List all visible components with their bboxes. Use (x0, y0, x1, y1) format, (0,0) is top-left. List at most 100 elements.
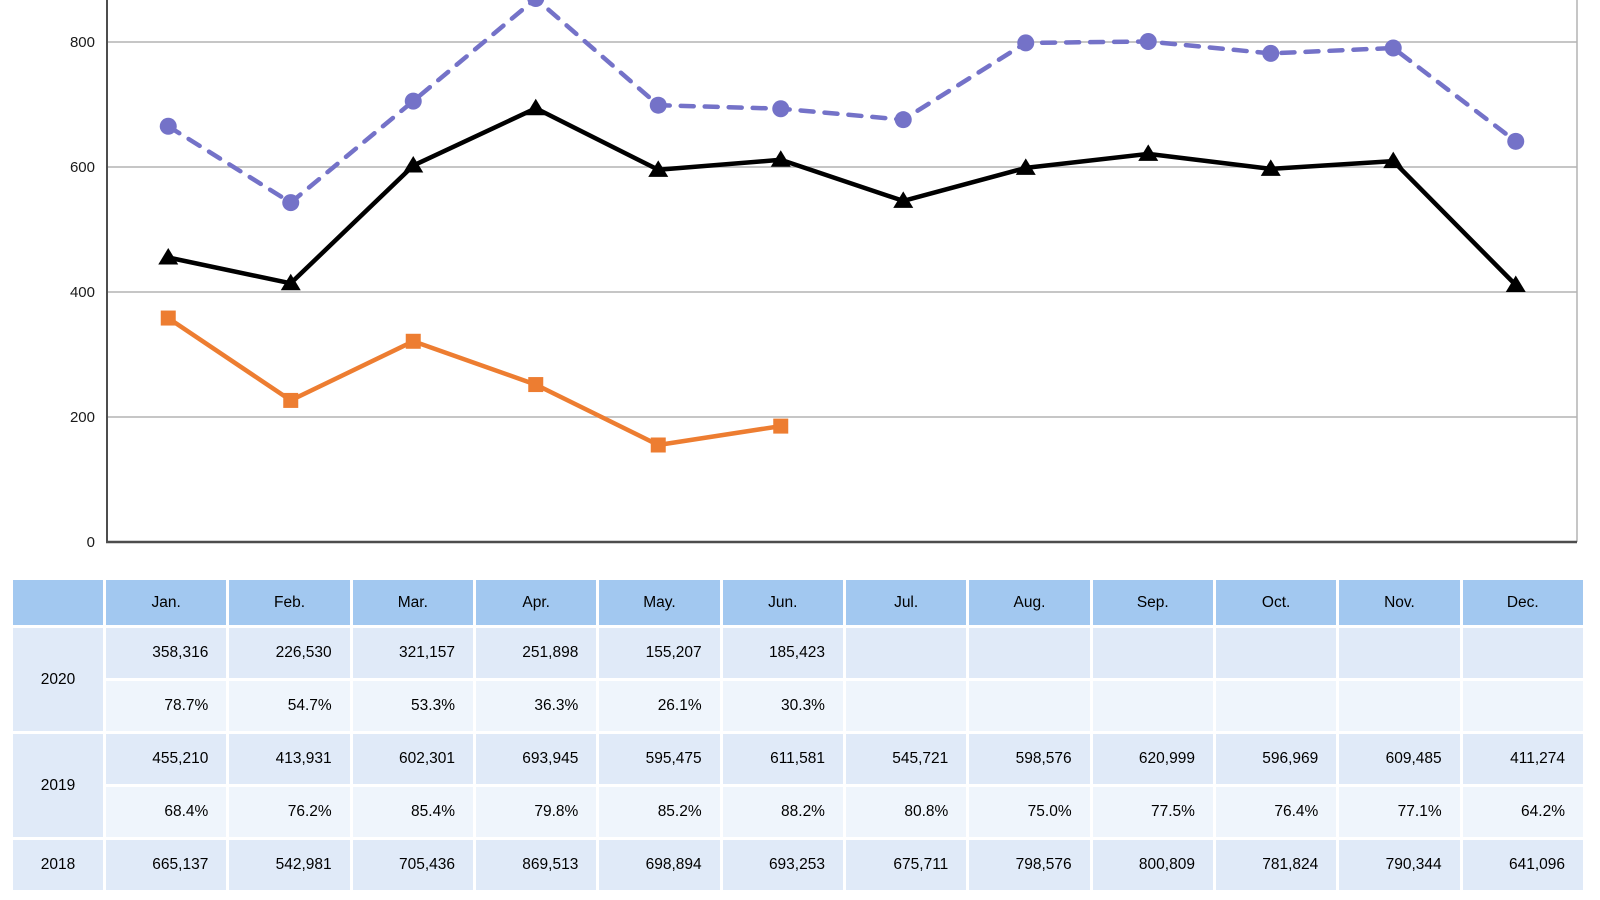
table-header: Jan. Feb. Mar. Apr. May. Jun. Jul. Aug. Sep. Oct.… (13, 580, 1583, 625)
percent-cell: 79.8% (475, 787, 597, 837)
marker-square-2020 (528, 377, 544, 393)
value-cell (1215, 628, 1337, 678)
value-cell (1462, 628, 1583, 678)
month-header: Apr. (475, 580, 597, 625)
table-row-values-2019: 2019 455,210 413,931 602,301 693,945 595,475 6… (13, 734, 1583, 837)
percent-cell: 64.2% (1462, 787, 1583, 837)
value-cell (845, 628, 967, 678)
marker-square-2020 (405, 333, 421, 349)
series-line-2019 (166, 106, 1518, 288)
value-cell: 598,576 (969, 734, 1090, 784)
percent-cell: 76.4% (1215, 787, 1337, 837)
year-cell: 2019 (13, 734, 103, 837)
value-cell: 251,898 (475, 628, 597, 678)
marker-triangle-2019 (648, 160, 669, 177)
y-axis-label: 400 (70, 284, 95, 301)
table-row-values-2020: 2020 358,316 226,530 321,157 251,898 155,207 1… (13, 628, 1583, 731)
series-line-2020 (166, 315, 783, 448)
value-cell: 609,485 (1339, 734, 1460, 784)
value-cell (969, 628, 1090, 678)
line-chart: 0 200 400 600 800 (70, 0, 1578, 551)
marker-circle-2018 (649, 96, 667, 114)
marker-circle-2018 (1017, 34, 1035, 52)
marker-triangle-2019 (1015, 158, 1036, 175)
marker-square-2020 (773, 418, 789, 434)
value-cell: 455,210 (106, 734, 227, 784)
value-cell (1339, 628, 1460, 678)
percent-cell: 54.7% (229, 681, 350, 731)
year-cell: 2020 (13, 628, 103, 731)
value-cell: 542,981 (229, 840, 350, 890)
percent-cell: 30.3% (722, 681, 843, 731)
table-row-percents-2020: 78.7% 54.7% 53.3% 36.3% 26.1% 30.3% (13, 681, 1583, 731)
marker-triangle-2019 (1383, 151, 1404, 169)
value-cell: 155,207 (599, 628, 720, 678)
month-header: Jun. (722, 580, 843, 625)
y-axis-label: 800 (70, 34, 95, 51)
percent-cell (845, 681, 967, 731)
value-cell: 869,513 (475, 840, 597, 890)
percent-cell: 68.4% (106, 787, 227, 837)
month-header: Feb. (229, 580, 350, 625)
percent-cell (1092, 681, 1213, 731)
marker-triangle-2019 (770, 150, 791, 167)
value-cell: 226,530 (229, 628, 350, 678)
value-cell: 411,274 (1462, 734, 1583, 784)
year-cell: 2018 (13, 840, 103, 890)
marker-triangle-2019 (403, 156, 424, 173)
marker-circle-2018 (282, 194, 300, 212)
table-body: 2020 358,316 226,530 321,157 251,898 155,207 1… (13, 628, 1583, 890)
percent-cell (969, 681, 1090, 731)
percent-cell: 77.5% (1092, 787, 1213, 837)
value-cell: 602,301 (352, 734, 473, 784)
percent-cell: 85.2% (599, 787, 720, 837)
value-cell: 800,809 (1092, 840, 1213, 890)
month-header: Mar. (352, 580, 473, 625)
data-table: Jan. Feb. Mar. Apr. May. Jun. Jul. Aug. Sep. Oct.… (10, 577, 1586, 893)
value-cell: 413,931 (229, 734, 350, 784)
marker-square-2020 (283, 392, 299, 408)
y-axis-label: 0 (87, 534, 95, 551)
percent-cell: 26.1% (599, 681, 720, 731)
value-cell: 596,969 (1215, 734, 1337, 784)
value-cell: 358,316 (106, 628, 227, 678)
marker-circle-2018 (159, 117, 177, 135)
value-cell: 693,253 (722, 840, 843, 890)
value-cell: 698,894 (599, 840, 720, 890)
marker-circle-2018 (772, 100, 790, 118)
percent-cell: 76.2% (229, 787, 350, 837)
value-cell: 675,711 (845, 840, 967, 890)
marker-circle-2018 (404, 92, 422, 110)
marker-circle-2018 (894, 111, 912, 129)
percent-cell (1339, 681, 1460, 731)
value-cell: 595,475 (599, 734, 720, 784)
value-cell: 665,137 (106, 840, 227, 890)
marker-square-2020 (160, 310, 176, 326)
percent-cell: 88.2% (722, 787, 843, 837)
month-header: Aug. (969, 580, 1090, 625)
corner-cell (13, 580, 103, 625)
month-header: Jan. (106, 580, 227, 625)
value-cell (1092, 628, 1213, 678)
value-cell: 185,423 (722, 628, 843, 678)
table-row-percents-2019: 68.4% 76.2% 85.4% 79.8% 85.2% 88.2% 80.8% 75.0%… (13, 787, 1583, 837)
percent-cell (1215, 681, 1337, 731)
value-cell: 641,096 (1462, 840, 1583, 890)
month-header: Nov. (1339, 580, 1460, 625)
y-axis-label: 600 (70, 159, 95, 176)
month-header: Jul. (845, 580, 967, 625)
marker-circle-2018 (1384, 39, 1402, 57)
value-cell: 781,824 (1215, 840, 1337, 890)
value-cell: 705,436 (352, 840, 473, 890)
y-axis-label: 200 (70, 409, 95, 426)
month-header: Sep. (1092, 580, 1213, 625)
month-header: Oct. (1215, 580, 1337, 625)
percent-cell: 53.3% (352, 681, 473, 731)
value-cell: 611,581 (722, 734, 843, 784)
value-cell: 321,157 (352, 628, 473, 678)
value-cell: 620,999 (1092, 734, 1213, 784)
marker-circle-2018 (1262, 44, 1280, 62)
percent-cell: 78.7% (106, 681, 227, 731)
table-row-values-2018: 2018 665,137 542,981 705,436 869,513 698,894 6… (13, 840, 1583, 890)
percent-cell: 75.0% (969, 787, 1090, 837)
